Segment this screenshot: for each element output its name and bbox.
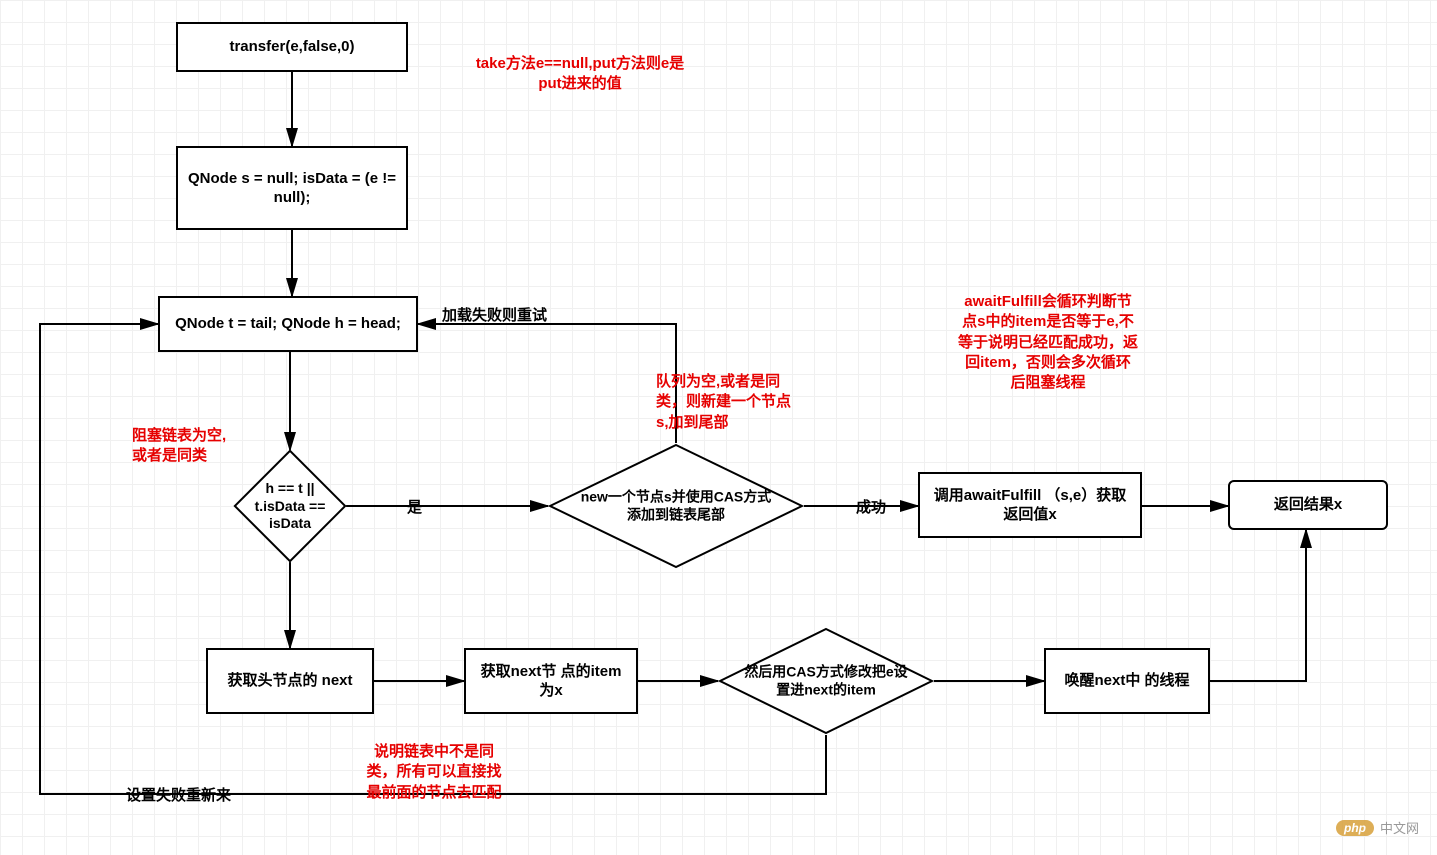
node-init: QNode s = null; isData = (e != null); bbox=[176, 146, 408, 230]
node-init-text: QNode s = null; isData = (e != null); bbox=[188, 169, 396, 208]
watermark-badge: php bbox=[1336, 820, 1374, 836]
node-load-ht-text: QNode t = tail; QNode h = head; bbox=[175, 314, 401, 334]
watermark-text: 中文网 bbox=[1380, 818, 1419, 837]
node-wake-next-text: 唤醒next中 的线程 bbox=[1064, 671, 1189, 691]
edge-label-yes: 是 bbox=[407, 498, 422, 518]
edge-d2-n3-retry bbox=[418, 324, 676, 443]
node-await-fulfill-text: 调用awaitFulfill （s,e）获取返回值x bbox=[930, 486, 1130, 525]
annotation-take-put: take方法e==null,put方法则e是 put进来的值 bbox=[440, 54, 720, 95]
edge-label-retry: 加载失败则重试 bbox=[442, 306, 547, 326]
decision-cas-set-item: 然后用CAS方式修改把e设 置进next的item bbox=[718, 627, 934, 735]
annotation-await-fulfill: awaitFulfill会循环判断节 点s中的item是否等于e,不 等于说明已… bbox=[928, 292, 1168, 393]
node-transfer: transfer(e,false,0) bbox=[176, 22, 408, 72]
node-head-next: 获取头节点的 next bbox=[206, 648, 374, 714]
node-next-item: 获取next节 点的item为x bbox=[464, 648, 638, 714]
edge-n8-n5 bbox=[1210, 530, 1306, 681]
annotation-empty-list: 阻塞链表为空, 或者是同类 bbox=[132, 426, 252, 467]
node-return-x-text: 返回结果x bbox=[1274, 495, 1342, 515]
edge-label-fail: 设置失败重新来 bbox=[126, 786, 231, 806]
annotation-not-same: 说明链表中不是同 类，所有可以直接找 最前面的节点去匹配 bbox=[344, 742, 524, 803]
node-await-fulfill: 调用awaitFulfill （s,e）获取返回值x bbox=[918, 472, 1142, 538]
node-transfer-text: transfer(e,false,0) bbox=[229, 37, 354, 57]
decision-cas-set-item-text: 然后用CAS方式修改把e设 置进next的item bbox=[716, 664, 936, 699]
node-return-x: 返回结果x bbox=[1228, 480, 1388, 530]
edge-label-success: 成功 bbox=[856, 498, 886, 518]
decision-cas-append-text: new一个节点s并使用CAS方式 添加到链表尾部 bbox=[556, 489, 796, 524]
decision-empty-or-same-text: h == t || t.isData == isData bbox=[225, 480, 355, 533]
watermark: php 中文网 bbox=[1336, 818, 1419, 837]
decision-cas-append: new一个节点s并使用CAS方式 添加到链表尾部 bbox=[548, 443, 804, 569]
node-wake-next: 唤醒next中 的线程 bbox=[1044, 648, 1210, 714]
node-head-next-text: 获取头节点的 next bbox=[227, 671, 352, 691]
node-next-item-text: 获取next节 点的item为x bbox=[476, 662, 626, 701]
node-load-ht: QNode t = tail; QNode h = head; bbox=[158, 296, 418, 352]
annotation-queue-empty: 队列为空,或者是同 类，则新建一个节点 s,加到尾部 bbox=[656, 372, 836, 433]
decision-empty-or-same: h == t || t.isData == isData bbox=[234, 450, 346, 562]
